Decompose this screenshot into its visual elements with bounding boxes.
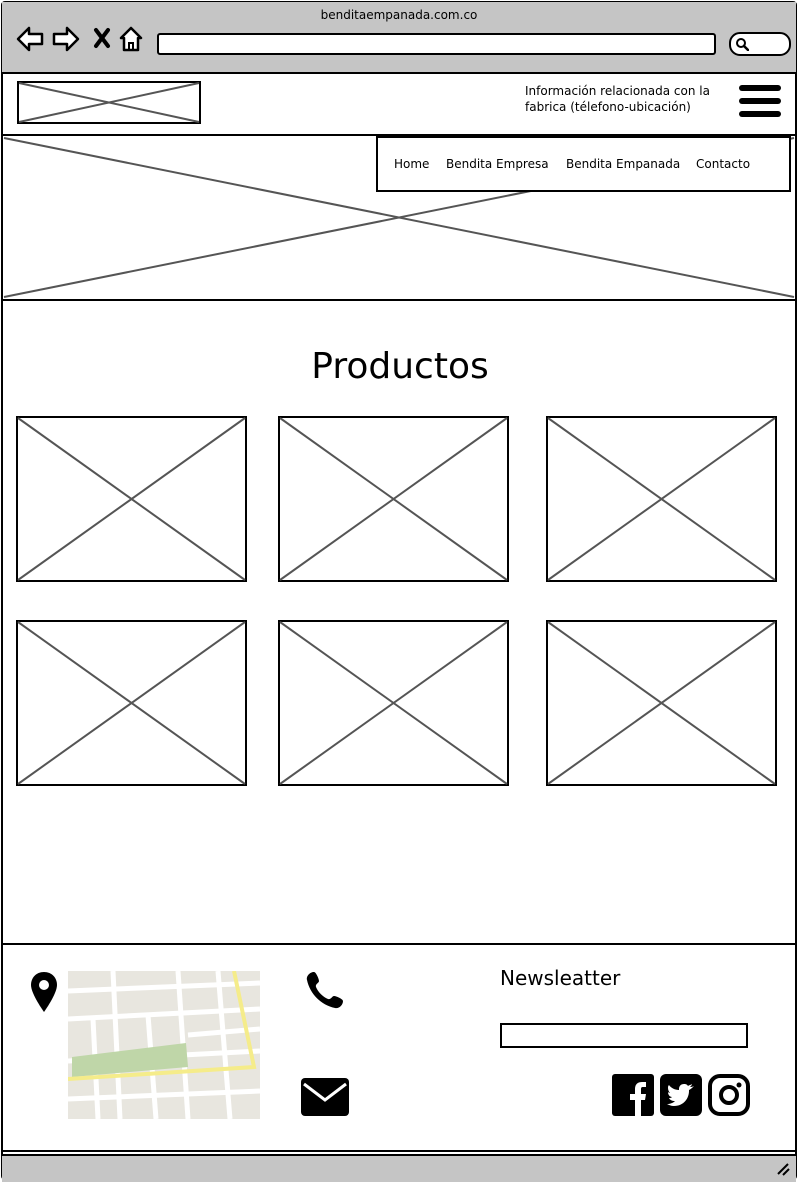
address-bar[interactable] [157,33,716,55]
site-footer [2,943,796,1152]
browser-search-button[interactable] [729,32,791,56]
newsletter-label: Newsleatter [500,966,621,990]
factory-info-line1: Información relacionada con la [525,84,710,98]
product-card[interactable] [278,416,509,582]
product-card[interactable] [16,416,247,582]
search-icon [736,38,749,51]
product-card[interactable] [16,620,247,786]
products-title: Productos [311,346,489,387]
phone-icon [306,972,343,1009]
close-icon[interactable] [90,24,120,54]
envelope-icon [301,1078,349,1116]
nav-item-home[interactable]: Home [394,157,430,171]
hamburger-bar [739,111,781,117]
factory-info-line2: fabrica (télefono-ubicación) [525,100,691,114]
logo-placeholder[interactable] [17,81,201,124]
hamburger-bar [739,85,781,91]
hamburger-bar [739,98,781,104]
browser-url-title: benditaempanada.com.co [320,8,478,22]
factory-info: Información relacionada con la fabrica (… [525,83,725,115]
forward-arrow-icon[interactable] [51,24,81,54]
home-icon[interactable] [118,24,148,54]
product-card[interactable] [546,620,777,786]
instagram-icon[interactable] [708,1074,750,1116]
browser-status-bar [2,1154,796,1182]
map-pin-icon [31,972,57,1012]
main-navigation: Home Bendita Empresa Bendita Empanada Co… [376,136,791,192]
back-arrow-icon[interactable] [15,24,45,54]
browser-toolbar: benditaempanada.com.co [2,2,796,74]
nav-item-bendita-empanada[interactable]: Bendita Empanada [566,157,681,171]
hamburger-menu-icon[interactable] [739,85,781,121]
product-card[interactable] [278,620,509,786]
facebook-icon[interactable] [612,1074,654,1116]
product-card[interactable] [546,416,777,582]
site-header: Información relacionada con la fabrica (… [2,74,796,136]
nav-item-bendita-empresa[interactable]: Bendita Empresa [446,157,549,171]
resize-grip-icon[interactable] [776,1162,790,1176]
nav-item-contacto[interactable]: Contacto [696,157,751,171]
twitter-icon[interactable] [660,1074,702,1116]
newsletter-email-input[interactable] [500,1023,748,1048]
location-map[interactable] [68,971,260,1119]
